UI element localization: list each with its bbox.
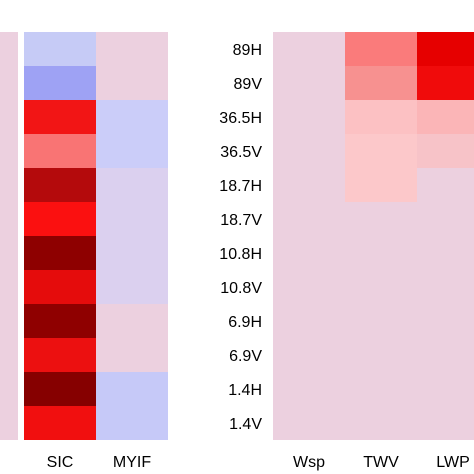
left-column-label: MYIF: [113, 454, 151, 471]
right-row-label: 36.5V: [220, 144, 262, 161]
right-cell-11-1: [345, 406, 417, 440]
left-cell-0-0: [0, 32, 18, 66]
left-column-label: SIC: [47, 454, 74, 471]
left-cell-7-0: [0, 270, 18, 304]
left-cell-2-2: [96, 100, 168, 134]
right-row-label: 10.8H: [219, 246, 262, 263]
right-cell-0-0: [273, 32, 345, 66]
left-cell-2-0: [0, 100, 18, 134]
left-heatmap-panel: TSICMYIF: [0, 32, 168, 471]
right-cell-4-2: [417, 168, 474, 202]
left-cell-6-0: [0, 236, 18, 270]
right-cell-5-2: [417, 202, 474, 236]
right-cell-1-2: [417, 66, 474, 100]
right-cell-8-0: [273, 304, 345, 338]
right-row-label: 6.9H: [228, 314, 262, 331]
left-cell-6-2: [96, 236, 168, 270]
right-row-label: 18.7H: [219, 178, 262, 195]
left-cell-9-0: [0, 338, 18, 372]
right-column-label: LWP: [436, 454, 469, 471]
left-cell-1-1: [24, 66, 96, 100]
left-cell-7-1: [24, 270, 96, 304]
right-cell-6-0: [273, 236, 345, 270]
left-cell-5-2: [96, 202, 168, 236]
right-cell-3-0: [273, 134, 345, 168]
right-row-label: 6.9V: [229, 348, 262, 365]
left-cell-9-2: [96, 338, 168, 372]
right-cell-6-2: [417, 236, 474, 270]
right-row-label: 1.4V: [229, 416, 262, 433]
left-cell-3-2: [96, 134, 168, 168]
right-cell-11-2: [417, 406, 474, 440]
left-cell-8-2: [96, 304, 168, 338]
left-cell-0-2: [96, 32, 168, 66]
right-cell-9-2: [417, 338, 474, 372]
right-cell-3-2: [417, 134, 474, 168]
right-cell-4-0: [273, 168, 345, 202]
left-cell-11-1: [24, 406, 96, 440]
left-cell-11-0: [0, 406, 18, 440]
right-cell-7-1: [345, 270, 417, 304]
right-cell-0-2: [417, 32, 474, 66]
right-cell-9-0: [273, 338, 345, 372]
right-row-label: 18.7V: [220, 212, 262, 229]
right-cell-10-2: [417, 372, 474, 406]
left-cell-5-0: [0, 202, 18, 236]
right-column-label: TWV: [363, 454, 399, 471]
left-cell-3-1: [24, 134, 96, 168]
right-heatmap-panel: 89H 89V 36.5H 36.5V 18.7H 18.7V 10.8H 10.8V 6.9H…: [219, 32, 474, 471]
right-cell-6-1: [345, 236, 417, 270]
left-cell-0-1: [24, 32, 96, 66]
right-cell-3-1: [345, 134, 417, 168]
left-cell-10-0: [0, 372, 18, 406]
right-row-label: 89V: [234, 76, 263, 93]
left-cell-5-1: [24, 202, 96, 236]
left-cell-1-0: [0, 66, 18, 100]
right-cell-2-2: [417, 100, 474, 134]
left-cell-10-1: [24, 372, 96, 406]
right-cell-1-0: [273, 66, 345, 100]
left-cell-3-0: [0, 134, 18, 168]
right-cell-5-1: [345, 202, 417, 236]
left-cell-6-1: [24, 236, 96, 270]
right-cell-7-0: [273, 270, 345, 304]
right-row-label: 1.4H: [228, 382, 262, 399]
left-cell-9-1: [24, 338, 96, 372]
left-cell-4-2: [96, 168, 168, 202]
left-cell-8-1: [24, 304, 96, 338]
right-cell-8-1: [345, 304, 417, 338]
left-cell-4-0: [0, 168, 18, 202]
right-row-label: 10.8V: [220, 280, 262, 297]
right-cell-2-0: [273, 100, 345, 134]
right-cell-7-2: [417, 270, 474, 304]
right-cell-10-1: [345, 372, 417, 406]
right-cell-9-1: [345, 338, 417, 372]
right-cell-8-2: [417, 304, 474, 338]
right-row-label: 89H: [233, 42, 262, 59]
right-cell-11-0: [273, 406, 345, 440]
right-cell-1-1: [345, 66, 417, 100]
right-column-label: Wsp: [293, 454, 325, 471]
right-cell-0-1: [345, 32, 417, 66]
right-cell-2-1: [345, 100, 417, 134]
left-cell-11-2: [96, 406, 168, 440]
right-cell-4-1: [345, 168, 417, 202]
left-cell-7-2: [96, 270, 168, 304]
left-cell-4-1: [24, 168, 96, 202]
left-cell-8-0: [0, 304, 18, 338]
left-cell-1-2: [96, 66, 168, 100]
right-row-label: 36.5H: [219, 110, 262, 127]
right-cell-5-0: [273, 202, 345, 236]
left-cell-2-1: [24, 100, 96, 134]
left-cell-10-2: [96, 372, 168, 406]
right-cell-10-0: [273, 372, 345, 406]
